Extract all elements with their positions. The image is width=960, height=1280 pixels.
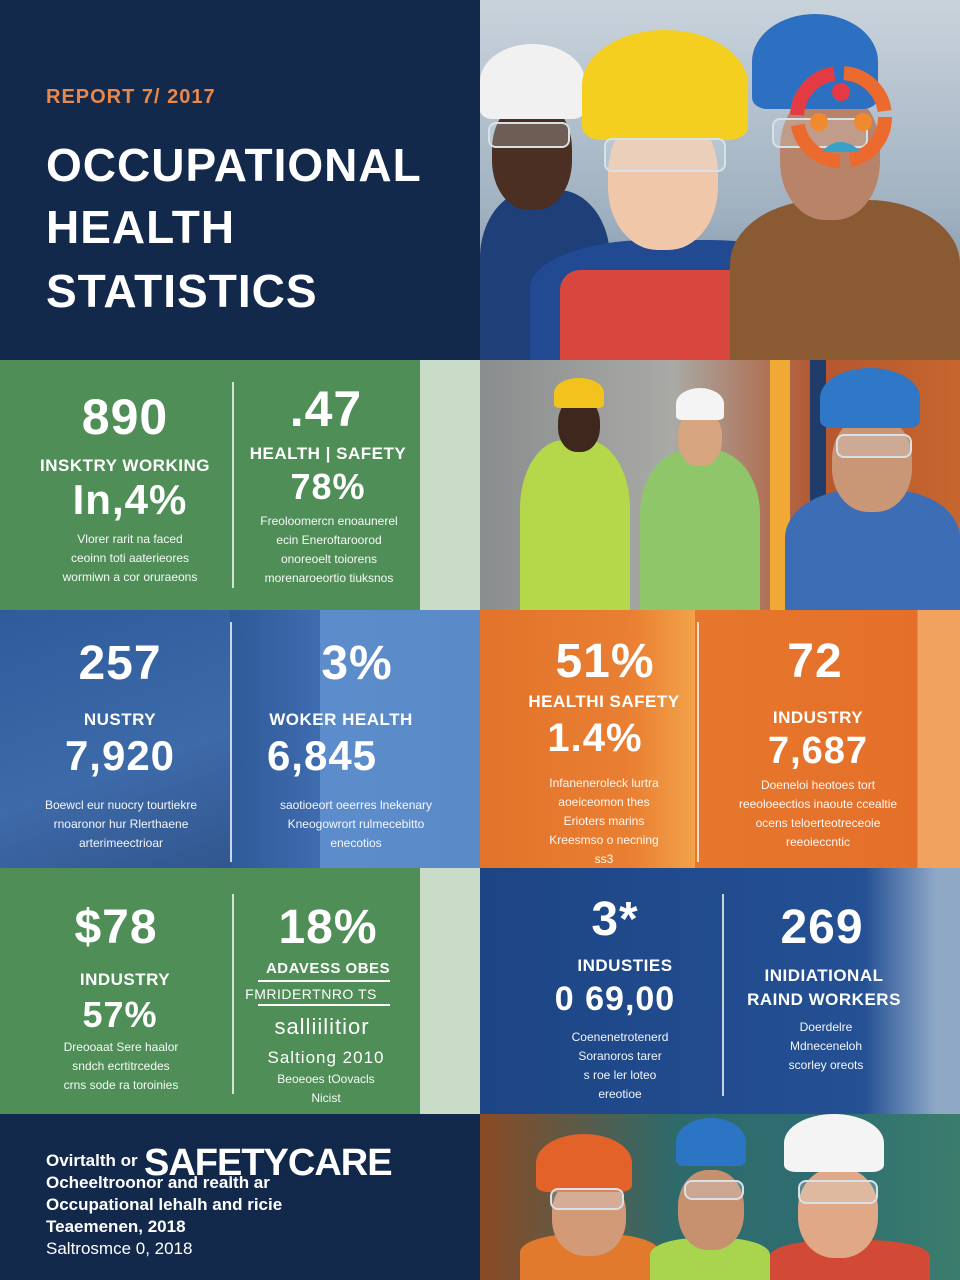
stat-description: saotioeort oeerres lnekenary Kneogowrort…: [279, 798, 433, 850]
page-title-line2: HEALTH: [46, 201, 236, 253]
stat-description: Boewcl eur nuocry tourtiekre rnoaronor h…: [44, 798, 198, 850]
stat-label: WOKER HEALTH: [269, 710, 413, 729]
worker-glasses: [488, 122, 570, 148]
stat-label-underline: [258, 1004, 390, 1006]
stat-value-secondary: 0 69,00: [554, 980, 676, 1018]
divider: [230, 622, 232, 862]
workers-photo-warehouse: [480, 360, 960, 610]
stat-description: Vlorer rarit na faced ceoinn toti aateri…: [62, 532, 198, 584]
stat-label: INIDIATIONAL: [764, 966, 884, 985]
worker-helmet: [480, 44, 585, 119]
report-label: REPORT 7/ 2017: [46, 86, 216, 108]
stat-value: 72: [787, 635, 843, 688]
stat-label: INSKTRY WORKING: [40, 456, 210, 475]
stat-description: Doeneloi heotoes tort reeoloeectios inao…: [738, 778, 898, 849]
stat-value-secondary: salliilitior: [274, 1014, 370, 1039]
stat-label: ADAVESS OBES: [265, 960, 391, 977]
stat-value-secondary: In,4%: [72, 476, 188, 523]
stat-value: 3%: [321, 637, 393, 690]
worker-helmet-blue: [676, 1118, 746, 1166]
worker-helmet-blue: [752, 14, 878, 109]
stat-label-secondary: RAIND WORKERS: [747, 990, 901, 1009]
stat-panel-row3: [0, 868, 420, 1114]
worker-face: [798, 1168, 878, 1258]
divider: [232, 382, 234, 588]
stat-value-secondary: 6,845: [266, 732, 378, 779]
stat-description: Beoeoes tOovacls Nicist: [277, 1072, 375, 1105]
community-logo-icon: [786, 62, 896, 172]
stat-value: $78: [74, 901, 158, 954]
stat-label-secondary: FMRIDERTNRO TS: [245, 986, 377, 1002]
stat-label: INDUSTRY: [772, 708, 864, 727]
stat-value-secondary: 57%: [82, 994, 158, 1035]
stat-value: 51%: [555, 635, 655, 688]
divider: [697, 622, 699, 862]
stat-panel-blue-light: [230, 610, 480, 868]
stat-description: Dreooaat Sere haalor sndch ecrtitrcedes …: [63, 1040, 179, 1092]
stat-panel-blue: [0, 610, 230, 868]
stat-value: .47: [289, 381, 363, 437]
footer-panel: [0, 1114, 480, 1280]
stat-description: Coenenetrotenerd Soranoros tarer s roe l…: [571, 1030, 669, 1101]
worker-helmet-blue: [820, 368, 920, 428]
stat-value: 890: [81, 389, 169, 445]
stat-label: INDUSTIES: [577, 956, 673, 975]
worker-helmet-yellow: [554, 378, 604, 408]
divider: [722, 894, 724, 1096]
worker-helmet: [784, 1114, 884, 1172]
stat-description: Freoloomercn enoaunerel ecin Eneroftaroo…: [260, 514, 398, 585]
header-panel: REPORT 7/ 2017 OCCUPATIONAL HEALTH STATI…: [0, 0, 480, 360]
stat-value: 3*: [591, 893, 639, 946]
worker-helmet-yellow: [582, 30, 748, 140]
worker-glasses: [550, 1188, 624, 1210]
stat-label: HEALTHI SAFETY: [528, 692, 680, 711]
stat-value: 269: [780, 901, 864, 954]
stat-value-secondary: 1.4%: [547, 716, 643, 760]
worker-glasses: [604, 138, 726, 172]
stat-description: Infaneneroleck lurtra aoeiceomon thes Er…: [549, 776, 659, 866]
stat-label: INDUSTRY: [79, 970, 171, 989]
worker-helmet-orange: [536, 1134, 632, 1192]
worker-glasses: [684, 1180, 744, 1200]
stat-label: HEALTH | SAFETY: [249, 444, 407, 463]
page-title-line3: STATISTICS: [46, 265, 318, 317]
footer-text: Ovirtalth or Ocheeltroonor and realth ar…: [46, 1151, 283, 1258]
stat-label: NUSTRY: [83, 710, 157, 729]
worker-body: [640, 450, 760, 610]
divider-strip: [420, 868, 480, 1114]
brand-logo: SAFETYCARE: [144, 1142, 393, 1184]
worker-glasses: [798, 1180, 878, 1204]
divider: [232, 894, 234, 1094]
stat-panel-navy: [480, 868, 960, 1114]
stat-value-secondary: 7,920: [64, 732, 176, 779]
worker-face: [832, 416, 912, 512]
stat-description: Doerdelre Mdneceneloh scorley oreots: [788, 1020, 864, 1072]
stat-label-underline: [258, 980, 390, 982]
stat-value-tertiary: Saltiong 2010: [267, 1048, 385, 1067]
divider-strip: [420, 360, 480, 610]
worker-body: [520, 440, 630, 610]
stat-value-secondary: 7,687: [767, 730, 869, 772]
stat-panel-row1: [0, 360, 420, 610]
stat-value: 18%: [278, 901, 378, 954]
page-title-line1: OCCUPATIONAL: [46, 139, 422, 191]
worker-glasses: [836, 434, 912, 458]
worker-helmet: [676, 388, 724, 420]
stat-panel-orange-light: [695, 610, 960, 868]
header-photo-workers: [480, 0, 960, 360]
stat-value: 257: [78, 637, 162, 690]
worker-body: [730, 200, 960, 360]
footer-photo-workers: [480, 1114, 960, 1280]
stat-panel-orange: [480, 610, 695, 868]
stat-value-secondary: 78%: [290, 466, 366, 507]
